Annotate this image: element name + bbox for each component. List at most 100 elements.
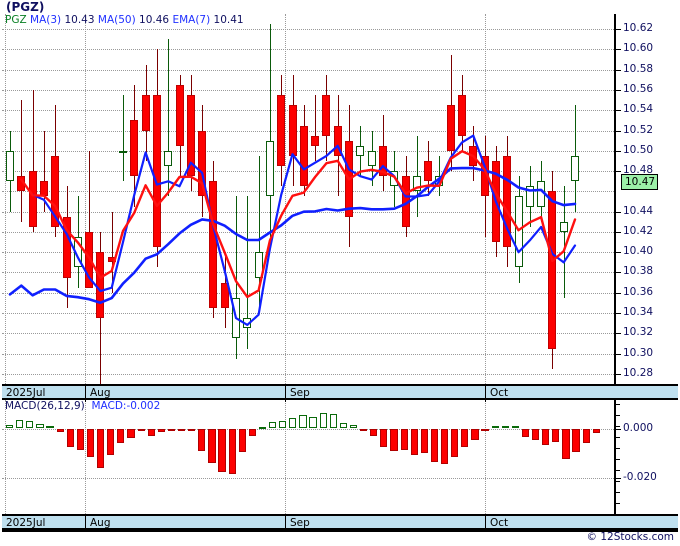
macd-histogram-bar[interactable] [370,428,378,436]
macd-histogram-bar[interactable] [532,428,540,440]
macd-histogram-bar[interactable] [319,413,327,429]
macd-histogram-bar[interactable] [339,423,347,429]
macd-histogram-bar[interactable] [511,426,519,429]
candle-body[interactable] [175,84,184,146]
candle-body[interactable] [514,196,523,268]
macd-histogram-bar[interactable] [46,425,54,429]
macd-histogram-bar[interactable] [167,428,176,431]
macd-histogram-bar[interactable] [56,428,64,433]
macd-histogram-bar[interactable] [86,428,95,457]
macd-minor-tick [616,404,620,405]
macd-histogram-bar[interactable] [208,428,216,464]
macd-histogram-bar[interactable] [218,428,226,472]
price-tick-label: 10.42 [623,224,654,237]
macd-histogram-bar[interactable] [188,428,196,432]
macd-histogram-bar[interactable] [451,428,459,457]
macd-histogram-bar[interactable] [228,428,236,475]
candle-body[interactable] [277,95,286,167]
macd-histogram-bar[interactable] [258,426,267,429]
macd-histogram-bar[interactable] [66,428,74,448]
macd-histogram-bar[interactable] [572,428,580,453]
macd-histogram-bar[interactable] [380,428,388,448]
macd-histogram-bar[interactable] [309,416,317,429]
macd-histogram-bar[interactable] [289,418,297,429]
macd-histogram-bar[interactable] [16,419,24,429]
macd-histogram-bar[interactable] [542,428,550,445]
macd-histogram-bar[interactable] [76,428,84,450]
macd-histogram-bar[interactable] [36,424,44,429]
macd-histogram-bar[interactable] [117,428,125,444]
candle-body[interactable] [62,216,71,278]
macd-histogram-bar[interactable] [552,428,560,443]
candle-body[interactable] [356,145,365,156]
macd-histogram-bar[interactable] [329,414,337,429]
price-tick-label: 10.36 [623,285,654,298]
macd-histogram-bar[interactable] [97,428,105,469]
candle-body[interactable] [571,155,579,182]
macd-histogram-bar[interactable] [177,428,186,431]
candle-body[interactable] [198,130,207,197]
candle-body[interactable] [265,140,274,197]
macd-histogram-bar[interactable] [157,428,165,433]
candle-body[interactable] [333,125,342,156]
macd-histogram-bar[interactable] [198,428,206,451]
candle-body[interactable] [458,95,466,136]
macd-histogram-bar[interactable] [269,422,277,429]
candle-body[interactable] [299,125,308,187]
macd-histogram-bar[interactable] [127,428,135,439]
legend-ma50-value: 10.46 [139,14,170,26]
candle-body[interactable] [446,105,455,151]
candle-body[interactable] [164,150,173,167]
candle-body[interactable] [96,252,105,319]
candle-body[interactable] [322,95,331,136]
candle-body[interactable] [119,150,127,153]
macd-histogram-bar[interactable] [501,425,509,429]
macd-histogram-bar[interactable] [400,428,408,450]
candle-body[interactable] [424,160,433,182]
macd-histogram-bar[interactable] [471,428,479,440]
candle-body[interactable] [311,135,320,146]
price-plot-area[interactable]: PGZ MA(3) 10.43 MA(50) 10.46 EMA(7) 10.4… [2,14,614,384]
macd-plot-area[interactable]: MACD(26,12,9) MACD:-0.002 [2,400,614,514]
macd-histogram-bar[interactable] [461,428,469,448]
macd-histogram-bar[interactable] [562,428,570,460]
macd-histogram-bar[interactable] [410,428,418,455]
candle-body[interactable] [559,221,568,232]
macd-histogram-bar[interactable] [521,428,530,438]
macd-histogram-bar[interactable] [6,424,14,429]
macd-histogram-bar[interactable] [420,428,428,454]
candle-body[interactable] [548,191,557,349]
macd-histogram-bar[interactable] [390,428,398,452]
candle-body[interactable] [220,282,229,308]
macd-histogram-bar[interactable] [107,428,115,455]
macd-histogram-bar[interactable] [360,428,368,431]
macd-histogram-bar[interactable] [491,426,499,429]
candle-body[interactable] [6,150,14,182]
candle-body[interactable] [51,155,60,227]
macd-histogram-bar[interactable] [299,414,307,429]
macd-histogram-bar[interactable] [592,428,600,434]
macd-histogram-bar[interactable] [481,428,489,431]
candle-body[interactable] [28,171,37,227]
candle-body[interactable] [130,120,139,177]
candle-body[interactable] [367,150,376,167]
candle-body[interactable] [141,95,150,131]
macd-histogram-bar[interactable] [248,428,256,436]
macd-histogram-bar[interactable] [137,428,145,432]
candle-body[interactable] [525,186,534,207]
date-label: Sep [290,387,310,399]
candle-body[interactable] [412,176,421,192]
macd-histogram-bar[interactable] [430,428,439,462]
macd-histogram-bar[interactable] [26,421,34,429]
macd-histogram-bar[interactable] [349,424,358,429]
candle-body[interactable] [152,95,161,248]
macd-legend: MACD(26,12,9) MACD:-0.002 [5,401,160,412]
macd-histogram-bar[interactable] [147,428,155,436]
macd-histogram-bar[interactable] [582,428,590,444]
candle-body[interactable] [378,145,387,177]
macd-histogram-bar[interactable] [238,428,246,453]
macd-histogram-bar[interactable] [440,428,449,465]
macd-histogram-bar[interactable] [279,421,287,429]
candle-body[interactable] [254,252,263,278]
candle-body[interactable] [503,155,512,248]
